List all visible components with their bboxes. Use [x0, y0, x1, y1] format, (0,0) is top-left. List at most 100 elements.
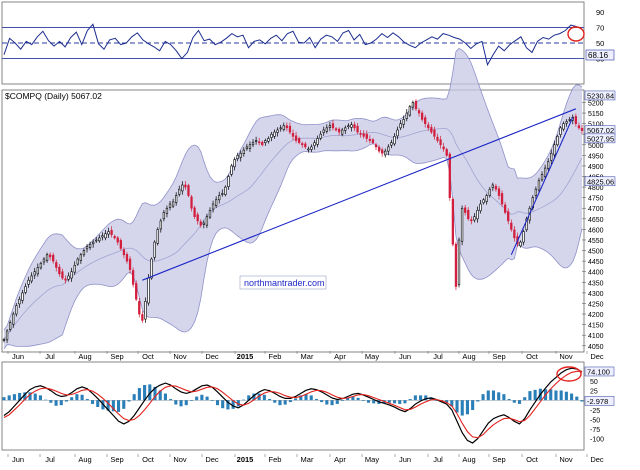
- macd-histogram-bar: [445, 400, 449, 403]
- x-axis-label: Mar: [301, 455, 314, 464]
- price-candle: [104, 230, 107, 241]
- macd-histogram-bar: [106, 400, 110, 411]
- price-candle: [547, 158, 550, 171]
- price-candle: [205, 213, 209, 229]
- x-axis-label: Nov: [173, 455, 187, 464]
- macd-histogram-bar: [2, 397, 6, 401]
- rsi-line: [3, 23, 583, 67]
- macd-histogram-bar: [366, 400, 371, 403]
- price-candle: [344, 125, 347, 134]
- x-axis-label: Dec: [205, 352, 219, 361]
- macd-panel: 7550250-25-50-75-100 74.100-2.978: [1, 361, 615, 451]
- macd-histogram-bar: [262, 394, 266, 401]
- price-candle: [276, 127, 279, 137]
- price-candle: [322, 126, 325, 136]
- price-candle: [122, 247, 126, 259]
- price-candle: [368, 135, 372, 144]
- price-label-box: [584, 90, 616, 101]
- macd-histogram-bar: [554, 390, 558, 401]
- price-candle: [12, 311, 15, 328]
- price-candle: [417, 108, 421, 117]
- x-axis-macd: Jun Jul Aug Sep Oct Nov Dec 2015 Feb Mar Apr May Jun…: [7, 454, 604, 464]
- price-candle: [279, 124, 282, 132]
- price-tick-label: 4650: [588, 217, 604, 224]
- x-axis-label: 2015: [237, 352, 254, 361]
- rsi-panel: 90705030 68.16: [1, 1, 615, 85]
- price-candle: [233, 157, 236, 171]
- price-candle: [248, 141, 252, 152]
- macd-histogram-bar: [28, 392, 32, 401]
- macd-histogram-bar: [340, 400, 345, 401]
- price-candle: [519, 240, 522, 248]
- price-candle: [359, 129, 362, 138]
- price-candle: [187, 183, 190, 198]
- macd-histogram-bar: [96, 400, 100, 407]
- price-candle: [482, 198, 485, 205]
- price-candle: [208, 207, 212, 220]
- price-tick-label: 4450: [588, 259, 604, 266]
- price-candle: [381, 147, 384, 157]
- macd-histogram-bar: [413, 395, 417, 401]
- price-candle: [513, 226, 516, 242]
- price-candle: [387, 144, 390, 156]
- price-candle: [236, 152, 239, 162]
- price-candle: [131, 267, 135, 288]
- macd-histogram-bar: [247, 395, 251, 401]
- price-candle: [113, 234, 116, 240]
- macd-histogram-bar: [486, 390, 490, 401]
- macd-histogram-bar: [85, 399, 89, 401]
- macd-tick-label: 25: [590, 389, 598, 396]
- macd-histogram-bar: [392, 400, 397, 404]
- price-candle: [76, 257, 79, 266]
- price-candle: [384, 148, 387, 158]
- price-tick-label: 5100: [588, 122, 604, 129]
- price-tick-label: 4200: [588, 312, 604, 319]
- macd-tick-label: -25: [590, 408, 600, 415]
- x-axis-label: Oct: [526, 455, 539, 464]
- macd-histogram-bar: [528, 391, 532, 401]
- macd-histogram-bar: [450, 400, 454, 407]
- price-candle: [325, 124, 328, 134]
- price-candle: [503, 201, 507, 215]
- price-label-box: [584, 133, 616, 144]
- macd-histogram-bar: [419, 395, 423, 401]
- price-tick-label: 4300: [588, 291, 604, 298]
- x-axis-label: Jul: [45, 352, 55, 361]
- price-candle: [328, 121, 332, 132]
- price-candle: [534, 186, 538, 200]
- price-label: 5230.84: [587, 91, 614, 100]
- price-candle: [224, 185, 227, 197]
- price-candle: [116, 235, 119, 246]
- macd-histogram-bar: [7, 395, 11, 401]
- bollinger-band: [4, 48, 582, 349]
- macd-histogram-bar: [231, 400, 235, 409]
- watermark-label: northmantrader.com: [244, 278, 325, 288]
- price-candle: [153, 240, 156, 261]
- price-candle: [282, 122, 285, 132]
- price-candle: [356, 122, 359, 134]
- price-candle: [374, 142, 378, 151]
- x-axis-label: Oct: [142, 455, 155, 464]
- price-tick-label: 4400: [588, 270, 604, 277]
- price-candle: [58, 264, 61, 277]
- macd-histogram-bar: [18, 392, 22, 401]
- macd-histogram-bar: [335, 400, 339, 404]
- macd-histogram-bar: [523, 397, 527, 401]
- price-candle: [408, 105, 411, 117]
- x-axis-label: May: [365, 455, 379, 464]
- macd-histogram-bar: [54, 400, 58, 406]
- bollinger-middle: [3, 127, 583, 340]
- macd-histogram-bar: [59, 400, 63, 406]
- macd-histogram-bar: [403, 400, 407, 404]
- macd-histogram-bar: [387, 400, 391, 403]
- macd-histogram-bar: [221, 400, 225, 409]
- x-axis-label: Jun: [12, 455, 24, 464]
- macd-histogram-bar: [226, 400, 230, 410]
- price-candle: [5, 329, 9, 344]
- price-candle: [562, 121, 565, 132]
- price-candle: [30, 272, 33, 284]
- price-candle: [347, 123, 350, 130]
- x-axis-label: Jun: [12, 352, 24, 361]
- macd-histogram-bar: [372, 400, 376, 404]
